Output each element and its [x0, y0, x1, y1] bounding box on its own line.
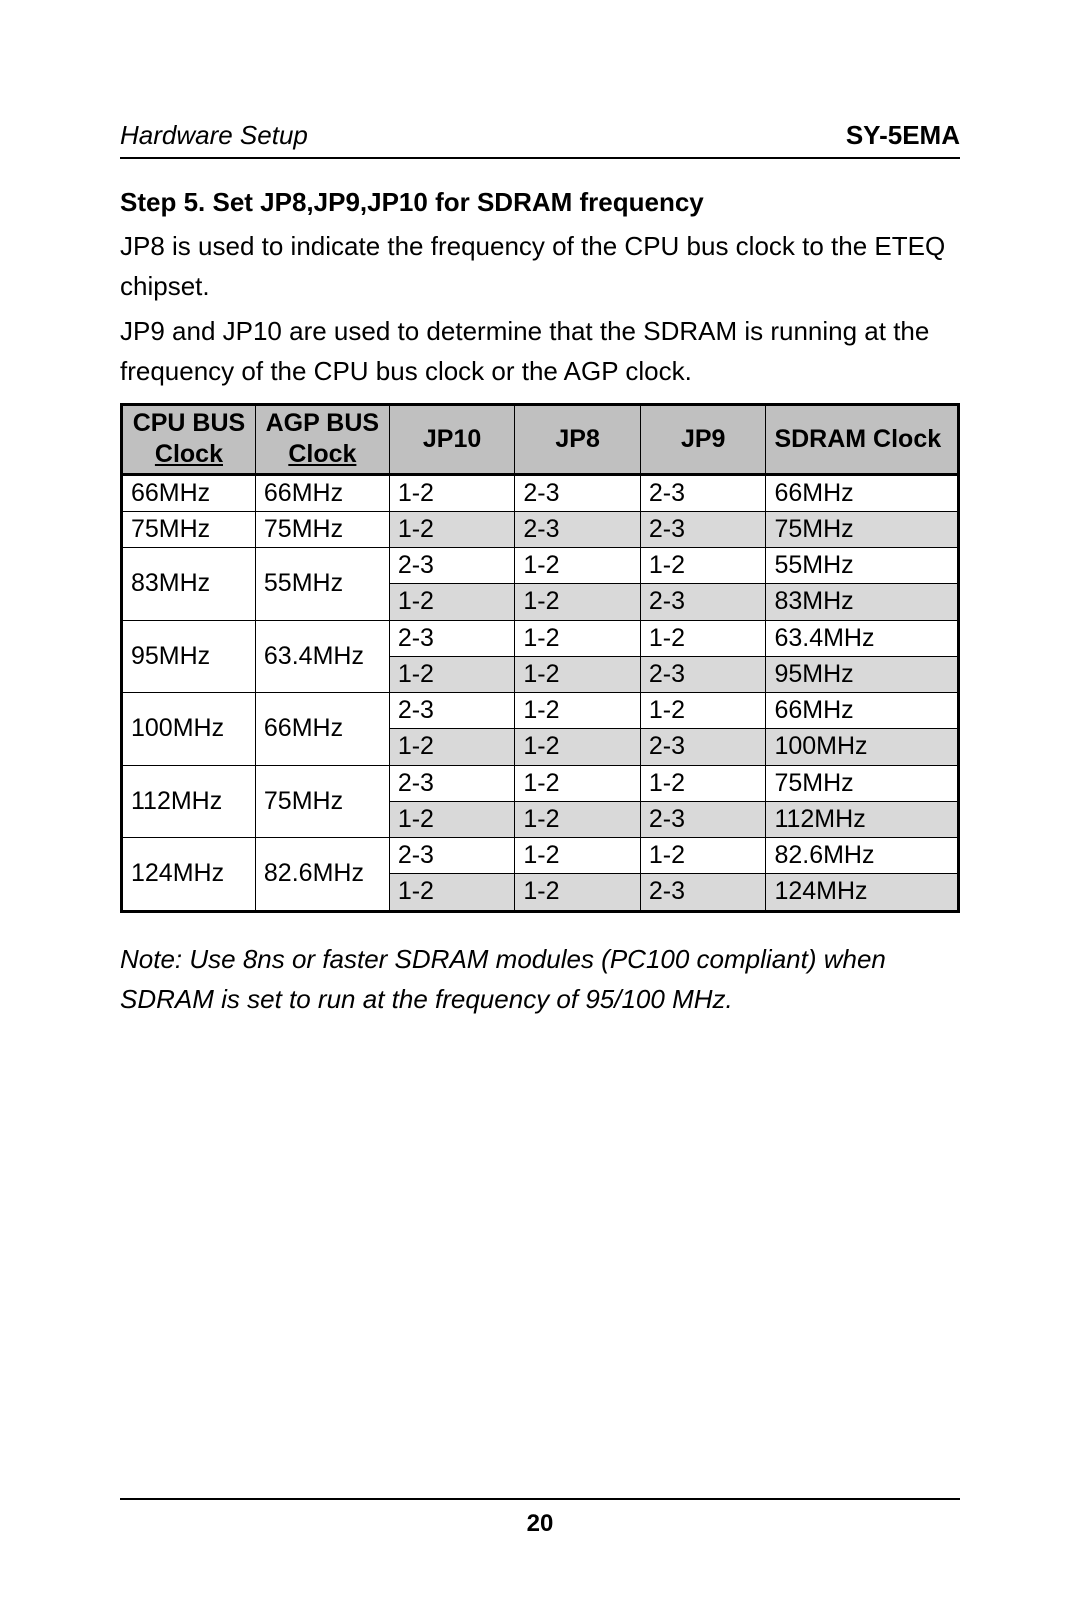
cell-jp9: 1-2	[640, 548, 766, 584]
cell-jp8: 1-2	[515, 801, 641, 837]
cell-jp10: 1-2	[389, 874, 515, 911]
table-row: 83MHz55MHz2-31-21-255MHz	[122, 548, 959, 584]
cell-jp10: 1-2	[389, 729, 515, 765]
cell-cpu-bus: 66MHz	[122, 474, 256, 511]
table-header-row: CPU BUSClockAGP BUSClockJP10JP8JP9SDRAM …	[122, 405, 959, 475]
cell-jp10: 1-2	[389, 474, 515, 511]
cell-jp10: 2-3	[389, 838, 515, 874]
step-title: Step 5. Set JP8,JP9,JP10 for SDRAM frequ…	[120, 187, 960, 218]
cell-sdram-clock: 112MHz	[766, 801, 959, 837]
header-section-title: Hardware Setup	[120, 120, 308, 151]
cell-jp10: 2-3	[389, 548, 515, 584]
cell-jp8: 2-3	[515, 474, 641, 511]
table-row: 100MHz66MHz2-31-21-266MHz	[122, 693, 959, 729]
cell-jp8: 1-2	[515, 729, 641, 765]
header-model-number: SY-5EMA	[846, 120, 960, 151]
cell-jp8: 2-3	[515, 511, 641, 547]
cell-jp10: 2-3	[389, 765, 515, 801]
table-row: 75MHz75MHz1-22-32-375MHz	[122, 511, 959, 547]
cell-agp-bus: 66MHz	[255, 693, 389, 766]
cell-sdram-clock: 66MHz	[766, 693, 959, 729]
cell-jp9: 2-3	[640, 474, 766, 511]
cell-jp9: 1-2	[640, 765, 766, 801]
cell-jp9: 1-2	[640, 838, 766, 874]
table-header-cell: AGP BUSClock	[255, 405, 389, 475]
cell-jp9: 2-3	[640, 874, 766, 911]
cell-agp-bus: 75MHz	[255, 765, 389, 838]
cell-agp-bus: 55MHz	[255, 548, 389, 621]
table-body: 66MHz66MHz1-22-32-366MHz75MHz75MHz1-22-3…	[122, 474, 959, 911]
paragraph-2: JP9 and JP10 are used to determine that …	[120, 311, 960, 392]
cell-jp9: 2-3	[640, 729, 766, 765]
table-row: 95MHz63.4MHz2-31-21-263.4MHz	[122, 620, 959, 656]
page-number: 20	[527, 1510, 554, 1537]
cell-agp-bus: 82.6MHz	[255, 838, 389, 912]
cell-jp10: 1-2	[389, 511, 515, 547]
table-head: CPU BUSClockAGP BUSClockJP10JP8JP9SDRAM …	[122, 405, 959, 475]
table-row: 66MHz66MHz1-22-32-366MHz	[122, 474, 959, 511]
cell-jp8: 1-2	[515, 656, 641, 692]
cell-sdram-clock: 82.6MHz	[766, 838, 959, 874]
document-page: Hardware Setup SY-5EMA Step 5. Set JP8,J…	[0, 0, 1080, 1618]
cell-jp10: 1-2	[389, 584, 515, 620]
cell-jp10: 1-2	[389, 801, 515, 837]
jumper-table-container: CPU BUSClockAGP BUSClockJP10JP8JP9SDRAM …	[120, 403, 960, 913]
cell-jp9: 1-2	[640, 620, 766, 656]
cell-jp8: 1-2	[515, 548, 641, 584]
cell-cpu-bus: 112MHz	[122, 765, 256, 838]
cell-sdram-clock: 83MHz	[766, 584, 959, 620]
paragraph-1: JP8 is used to indicate the frequency of…	[120, 226, 960, 307]
cell-sdram-clock: 63.4MHz	[766, 620, 959, 656]
cell-cpu-bus: 83MHz	[122, 548, 256, 621]
cell-cpu-bus: 100MHz	[122, 693, 256, 766]
cell-jp10: 2-3	[389, 693, 515, 729]
table-row: 124MHz82.6MHz2-31-21-282.6MHz	[122, 838, 959, 874]
table-header-cell: SDRAM Clock	[766, 405, 959, 475]
cell-jp10: 2-3	[389, 620, 515, 656]
cell-cpu-bus: 124MHz	[122, 838, 256, 912]
cell-sdram-clock: 75MHz	[766, 765, 959, 801]
cell-agp-bus: 63.4MHz	[255, 620, 389, 693]
cell-jp8: 1-2	[515, 620, 641, 656]
cell-jp10: 1-2	[389, 656, 515, 692]
cell-jp8: 1-2	[515, 693, 641, 729]
cell-jp9: 2-3	[640, 584, 766, 620]
cell-jp9: 2-3	[640, 801, 766, 837]
cell-sdram-clock: 100MHz	[766, 729, 959, 765]
cell-sdram-clock: 124MHz	[766, 874, 959, 911]
page-header: Hardware Setup SY-5EMA	[120, 120, 960, 159]
cell-jp8: 1-2	[515, 765, 641, 801]
table-row: 112MHz75MHz2-31-21-275MHz	[122, 765, 959, 801]
page-footer: 20	[120, 1498, 960, 1538]
cell-sdram-clock: 95MHz	[766, 656, 959, 692]
cell-cpu-bus: 95MHz	[122, 620, 256, 693]
cell-sdram-clock: 55MHz	[766, 548, 959, 584]
jumper-table: CPU BUSClockAGP BUSClockJP10JP8JP9SDRAM …	[120, 403, 960, 913]
cell-jp9: 2-3	[640, 656, 766, 692]
cell-agp-bus: 66MHz	[255, 474, 389, 511]
cell-jp8: 1-2	[515, 838, 641, 874]
cell-jp9: 1-2	[640, 693, 766, 729]
cell-jp8: 1-2	[515, 874, 641, 911]
cell-jp9: 2-3	[640, 511, 766, 547]
table-header-cell: CPU BUSClock	[122, 405, 256, 475]
cell-sdram-clock: 66MHz	[766, 474, 959, 511]
table-header-cell: JP9	[640, 405, 766, 475]
cell-cpu-bus: 75MHz	[122, 511, 256, 547]
cell-sdram-clock: 75MHz	[766, 511, 959, 547]
note-text: Note: Use 8ns or faster SDRAM modules (P…	[120, 939, 960, 1020]
table-header-cell: JP8	[515, 405, 641, 475]
cell-agp-bus: 75MHz	[255, 511, 389, 547]
table-header-cell: JP10	[389, 405, 515, 475]
cell-jp8: 1-2	[515, 584, 641, 620]
footer-rule	[120, 1498, 960, 1500]
